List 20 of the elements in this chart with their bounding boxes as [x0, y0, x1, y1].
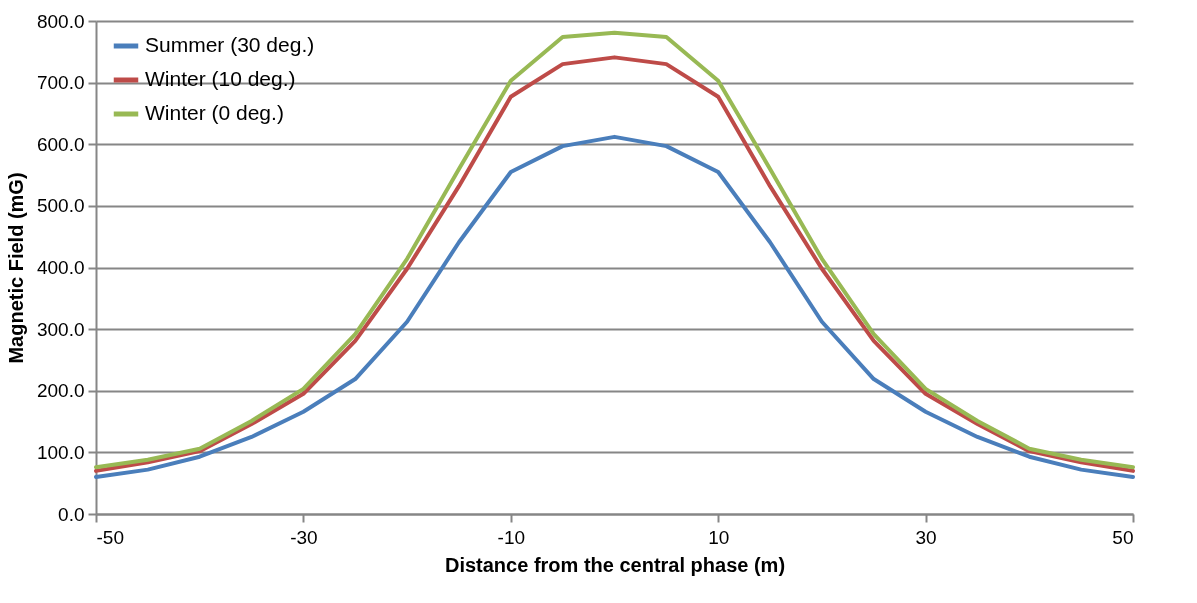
- legend-label: Winter (0 deg.): [145, 101, 284, 124]
- x-tick-label: -50: [96, 526, 124, 548]
- x-tick-label: 50: [1112, 526, 1134, 548]
- y-tick-label: 0.0: [58, 503, 85, 525]
- x-tick-label: 10: [708, 526, 730, 548]
- x-tick-label: -10: [497, 526, 526, 548]
- y-tick-label: 700.0: [36, 72, 85, 94]
- x-axis-title: Distance from the central phase (m): [444, 553, 786, 576]
- y-tick-label: 400.0: [36, 257, 85, 278]
- x-tick-label: 30: [915, 526, 937, 548]
- legend-label: Summer (30 deg.): [145, 33, 315, 56]
- y-tick-label: 600.0: [36, 133, 85, 155]
- y-tick-label: 500.0: [36, 195, 85, 217]
- y-tick-label: 200.0: [36, 380, 85, 402]
- legend-label: Winter (10 deg.): [145, 67, 296, 90]
- y-tick-label: 800.0: [36, 10, 85, 32]
- y-tick-label: 300.0: [36, 318, 85, 340]
- x-tick-label: -30: [290, 526, 318, 548]
- y-tick-label: 100.0: [36, 441, 85, 463]
- y-axis-title: Magnetic Field (mG): [4, 172, 27, 364]
